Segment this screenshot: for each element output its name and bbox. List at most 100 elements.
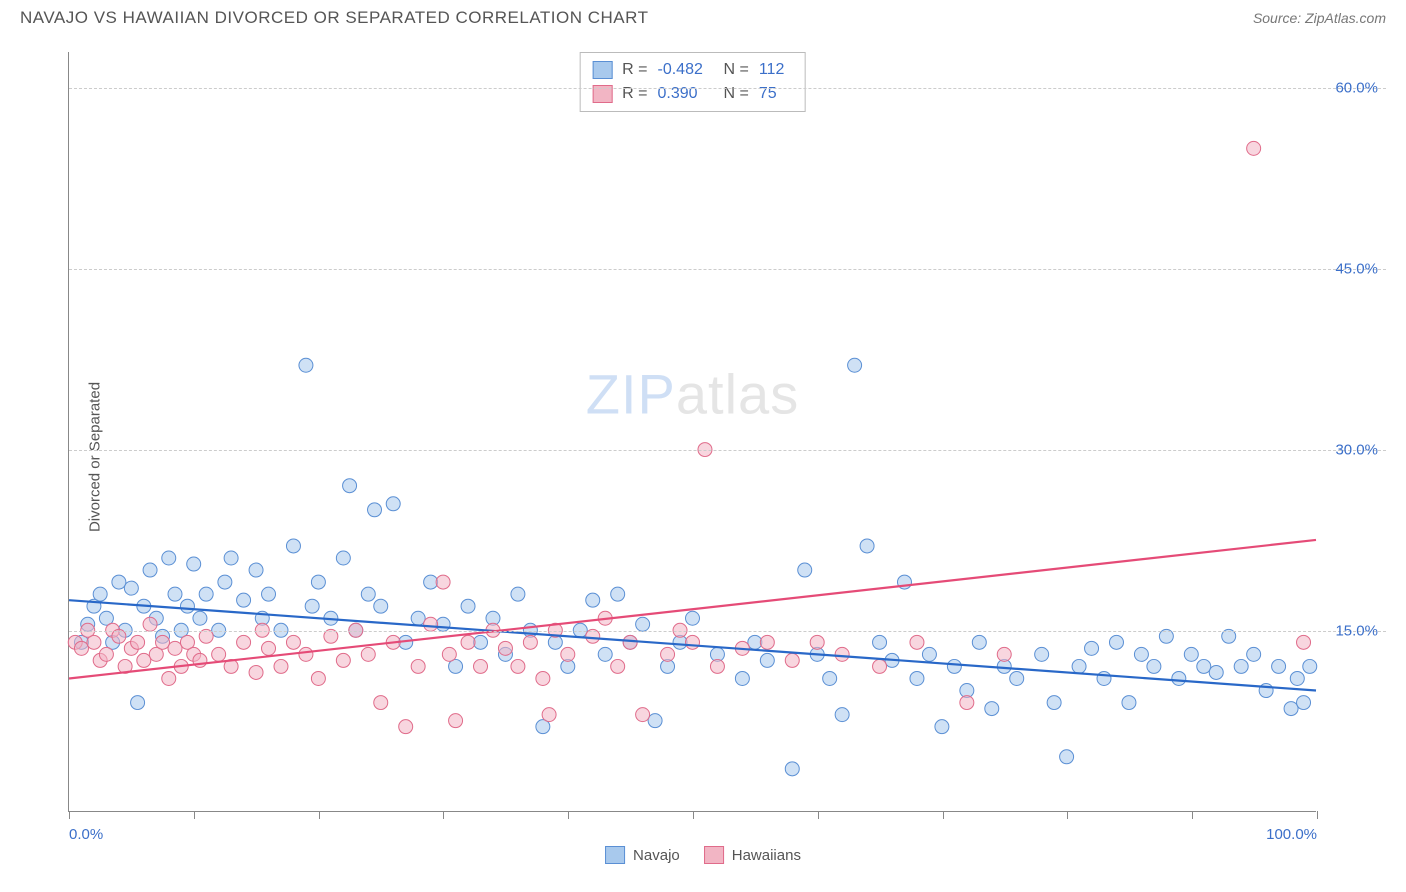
- data-point: [449, 714, 463, 728]
- data-point: [131, 696, 145, 710]
- data-point: [1209, 665, 1223, 679]
- bottom-legend: Navajo Hawaiians: [605, 846, 801, 864]
- data-point: [636, 708, 650, 722]
- x-tick: [319, 811, 320, 819]
- x-tick-label: 100.0%: [1266, 826, 1317, 843]
- stat-n-label: N =: [724, 82, 749, 106]
- data-point: [1097, 671, 1111, 685]
- data-point: [1284, 702, 1298, 716]
- data-point: [947, 659, 961, 673]
- x-tick: [194, 811, 195, 819]
- data-point: [162, 551, 176, 565]
- data-point: [218, 575, 232, 589]
- data-point: [74, 641, 88, 655]
- data-point: [180, 599, 194, 613]
- data-point: [835, 708, 849, 722]
- data-point: [311, 671, 325, 685]
- data-point: [262, 641, 276, 655]
- data-point: [1272, 659, 1286, 673]
- data-point: [237, 635, 251, 649]
- x-tick-label: 0.0%: [69, 826, 103, 843]
- data-point: [212, 647, 226, 661]
- data-point: [411, 659, 425, 673]
- data-point: [1247, 141, 1261, 155]
- data-point: [785, 762, 799, 776]
- data-point: [972, 635, 986, 649]
- data-point: [137, 653, 151, 667]
- x-tick: [568, 811, 569, 819]
- data-point: [112, 575, 126, 589]
- legend-item-hawaiians: Hawaiians: [704, 846, 801, 864]
- data-point: [193, 611, 207, 625]
- legend-label-navajo: Navajo: [633, 847, 680, 864]
- data-point: [611, 659, 625, 673]
- data-point: [661, 647, 675, 661]
- data-point: [131, 635, 145, 649]
- stats-row: R =0.390N =75: [592, 82, 793, 106]
- data-point: [910, 635, 924, 649]
- data-point: [224, 551, 238, 565]
- trend-line: [69, 540, 1316, 679]
- data-point: [343, 479, 357, 493]
- x-tick: [1067, 811, 1068, 819]
- data-point: [1134, 647, 1148, 661]
- data-point: [823, 671, 837, 685]
- data-point: [93, 587, 107, 601]
- data-point: [586, 593, 600, 607]
- data-point: [648, 714, 662, 728]
- data-point: [143, 563, 157, 577]
- data-point: [835, 647, 849, 661]
- data-point: [461, 599, 475, 613]
- data-point: [636, 617, 650, 631]
- data-point: [286, 539, 300, 553]
- data-point: [262, 587, 276, 601]
- stat-n-label: N =: [724, 58, 749, 82]
- data-point: [598, 647, 612, 661]
- data-point: [168, 641, 182, 655]
- data-point: [299, 647, 313, 661]
- data-point: [442, 647, 456, 661]
- grid-line: [69, 631, 1386, 632]
- grid-line: [69, 269, 1386, 270]
- grid-line: [69, 88, 1386, 89]
- header: NAVAJO VS HAWAIIAN DIVORCED OR SEPARATED…: [0, 0, 1406, 32]
- data-point: [810, 635, 824, 649]
- data-point: [336, 551, 350, 565]
- x-tick: [1192, 811, 1193, 819]
- data-point: [1197, 659, 1211, 673]
- data-point: [611, 587, 625, 601]
- data-point: [511, 659, 525, 673]
- data-point: [87, 635, 101, 649]
- data-point: [474, 635, 488, 649]
- data-point: [1172, 671, 1186, 685]
- data-point: [785, 653, 799, 667]
- data-point: [162, 671, 176, 685]
- data-point: [299, 358, 313, 372]
- data-point: [461, 635, 475, 649]
- data-point: [760, 635, 774, 649]
- stat-r-value: 0.390: [658, 82, 714, 106]
- data-point: [935, 720, 949, 734]
- y-tick-label: 60.0%: [1335, 80, 1378, 97]
- data-point: [686, 635, 700, 649]
- grid-line: [69, 450, 1386, 451]
- data-point: [399, 720, 413, 734]
- correlation-stats-box: R =-0.482N =112R =0.390N =75: [579, 52, 806, 112]
- data-point: [1234, 659, 1248, 673]
- legend-swatch-hawaiians: [704, 846, 724, 864]
- legend-label-hawaiians: Hawaiians: [732, 847, 801, 864]
- data-point: [199, 587, 213, 601]
- data-point: [1297, 696, 1311, 710]
- data-point: [623, 635, 637, 649]
- data-point: [249, 563, 263, 577]
- data-point: [873, 659, 887, 673]
- chart-container: Divorced or Separated ZIPatlas R =-0.482…: [20, 42, 1386, 872]
- data-point: [411, 611, 425, 625]
- data-point: [1147, 659, 1161, 673]
- data-point: [361, 647, 375, 661]
- data-point: [424, 617, 438, 631]
- data-point: [249, 665, 263, 679]
- source-attribution: Source: ZipAtlas.com: [1253, 10, 1386, 26]
- data-point: [910, 671, 924, 685]
- data-point: [985, 702, 999, 716]
